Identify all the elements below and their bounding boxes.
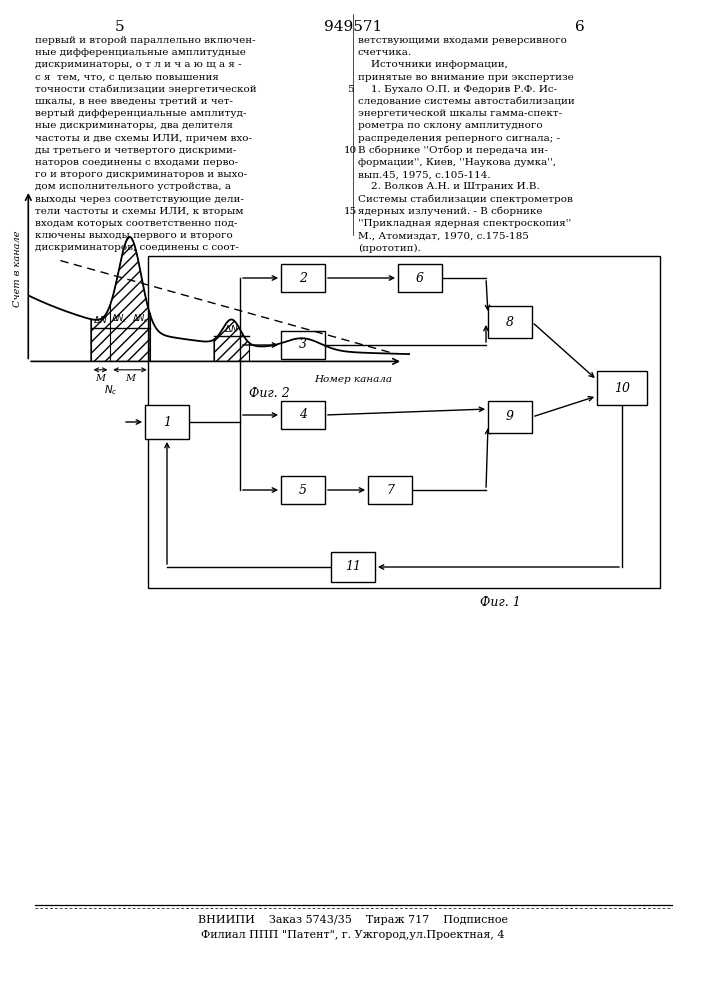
Text: выходы через соответствующие дели-: выходы через соответствующие дели- (35, 195, 244, 204)
Text: 5: 5 (299, 484, 307, 496)
Text: Счет в канале: Счет в канале (13, 231, 22, 307)
Text: распределения реперного сигнала; -: распределения реперного сигнала; - (358, 134, 560, 143)
Text: 11: 11 (345, 560, 361, 574)
Text: частоты и две схемы ИЛИ, причем вхо-: частоты и две схемы ИЛИ, причем вхо- (35, 134, 252, 143)
Text: ключены выходы первого и второго: ключены выходы первого и второго (35, 231, 233, 240)
Bar (145, 405, 189, 439)
Bar (368, 476, 412, 504)
Text: 949571: 949571 (324, 20, 382, 34)
Bar (488, 306, 532, 338)
Text: дискриминаторов, соединены с соот-: дискриминаторов, соединены с соот- (35, 243, 239, 252)
Text: M: M (95, 374, 105, 383)
Text: вып.45, 1975, с.105-114.: вып.45, 1975, с.105-114. (358, 170, 491, 179)
Text: Фиг. 2: Фиг. 2 (250, 387, 291, 400)
Bar (331, 552, 375, 582)
Text: точности стабилизации энергетической: точности стабилизации энергетической (35, 85, 257, 94)
Text: 4: 4 (299, 408, 307, 422)
Text: В сборнике ''Отбор и передача ин-: В сборнике ''Отбор и передача ин- (358, 146, 548, 155)
Text: 3: 3 (299, 338, 307, 352)
Text: входам которых соответственно под-: входам которых соответственно под- (35, 219, 238, 228)
Text: 6: 6 (416, 271, 424, 284)
Text: первый и второй параллельно включен-: первый и второй параллельно включен- (35, 36, 256, 45)
Text: Филиал ППП "Патент", г. Ужгород,ул.Проектная, 4: Филиал ППП "Патент", г. Ужгород,ул.Проек… (201, 930, 505, 940)
Bar (281, 476, 325, 504)
Text: 10: 10 (344, 146, 356, 155)
Text: шкалы, в нее введены третий и чет-: шкалы, в нее введены третий и чет- (35, 97, 233, 106)
Text: (прототип).: (прототип). (358, 243, 421, 253)
Text: следование системы автостабилизации: следование системы автостабилизации (358, 97, 575, 106)
Text: ды третьего и четвертого дискрими-: ды третьего и четвертого дискрими- (35, 146, 236, 155)
Text: 10: 10 (614, 381, 630, 394)
Text: Номер канала: Номер канала (314, 375, 392, 384)
Text: 5: 5 (115, 20, 125, 34)
Text: 2: 2 (299, 271, 307, 284)
Text: 2. Волков А.Н. и Штраних И.В.: 2. Волков А.Н. и Штраних И.В. (358, 182, 539, 191)
Bar (148, 256, 660, 588)
Text: принятые во внимание при экспертизе: принятые во внимание при экспертизе (358, 73, 574, 82)
Text: М., Атомиздат, 1970, с.175-185: М., Атомиздат, 1970, с.175-185 (358, 231, 529, 240)
Text: 1. Бухало О.П. и Федорив Р.Ф. Ис-: 1. Бухало О.П. и Федорив Р.Ф. Ис- (358, 85, 557, 94)
Text: 5: 5 (346, 85, 354, 94)
Text: с я  тем, что, с целью повышения: с я тем, что, с целью повышения (35, 73, 219, 82)
Text: $N_c$: $N_c$ (103, 383, 117, 397)
Bar (597, 371, 647, 405)
Text: 6: 6 (575, 20, 585, 34)
Text: Системы стабилизации спектрометров: Системы стабилизации спектрометров (358, 195, 573, 204)
Text: $\Delta N$: $\Delta N$ (93, 314, 108, 325)
Text: ветствующими входами реверсивного: ветствующими входами реверсивного (358, 36, 567, 45)
Text: счетчика.: счетчика. (358, 48, 412, 57)
Text: дом исполнительного устройства, а: дом исполнительного устройства, а (35, 182, 231, 191)
Text: $\Delta N_c$: $\Delta N_c$ (132, 313, 149, 325)
Text: тели частоты и схемы ИЛИ, к вторым: тели частоты и схемы ИЛИ, к вторым (35, 207, 243, 216)
Text: Фиг. 1: Фиг. 1 (480, 596, 521, 609)
Text: 1: 1 (163, 416, 171, 428)
Text: вертый дифференциальные амплитуд-: вертый дифференциальные амплитуд- (35, 109, 246, 118)
Bar (398, 264, 442, 292)
Bar (281, 331, 325, 359)
Text: наторов соединены с входами перво-: наторов соединены с входами перво- (35, 158, 238, 167)
Text: 9: 9 (506, 410, 514, 424)
Text: 8: 8 (506, 316, 514, 328)
Bar (281, 264, 325, 292)
Text: ные дифференциальные амплитудные: ные дифференциальные амплитудные (35, 48, 246, 57)
Text: энергетической шкалы гамма-спект-: энергетической шкалы гамма-спект- (358, 109, 562, 118)
Text: го и второго дискриминаторов и выхо-: го и второго дискриминаторов и выхо- (35, 170, 247, 179)
Text: ВНИИПИ    Заказ 5743/35    Тираж 717    Подписное: ВНИИПИ Заказ 5743/35 Тираж 717 Подписное (198, 915, 508, 925)
Text: формации'', Киев, ''Наукова думка'',: формации'', Киев, ''Наукова думка'', (358, 158, 556, 167)
Text: $\Delta N$: $\Delta N$ (224, 323, 239, 334)
Text: $\Delta N_c$: $\Delta N_c$ (111, 313, 128, 325)
Bar (281, 401, 325, 429)
Text: ные дискриминаторы, два делителя: ные дискриминаторы, два делителя (35, 121, 233, 130)
Text: дискриминаторы, о т л и ч а ю щ а я -: дискриминаторы, о т л и ч а ю щ а я - (35, 60, 242, 69)
Text: 15: 15 (344, 207, 356, 216)
Text: 7: 7 (386, 484, 394, 496)
Text: ''Прикладная ядерная спектроскопия'': ''Прикладная ядерная спектроскопия'' (358, 219, 571, 228)
Text: рометра по склону амплитудного: рометра по склону амплитудного (358, 121, 543, 130)
Text: M: M (125, 374, 135, 383)
Text: Источники информации,: Источники информации, (358, 60, 508, 69)
Text: ядерных излучений. - В сборнике: ядерных излучений. - В сборнике (358, 207, 542, 216)
Bar (488, 401, 532, 433)
